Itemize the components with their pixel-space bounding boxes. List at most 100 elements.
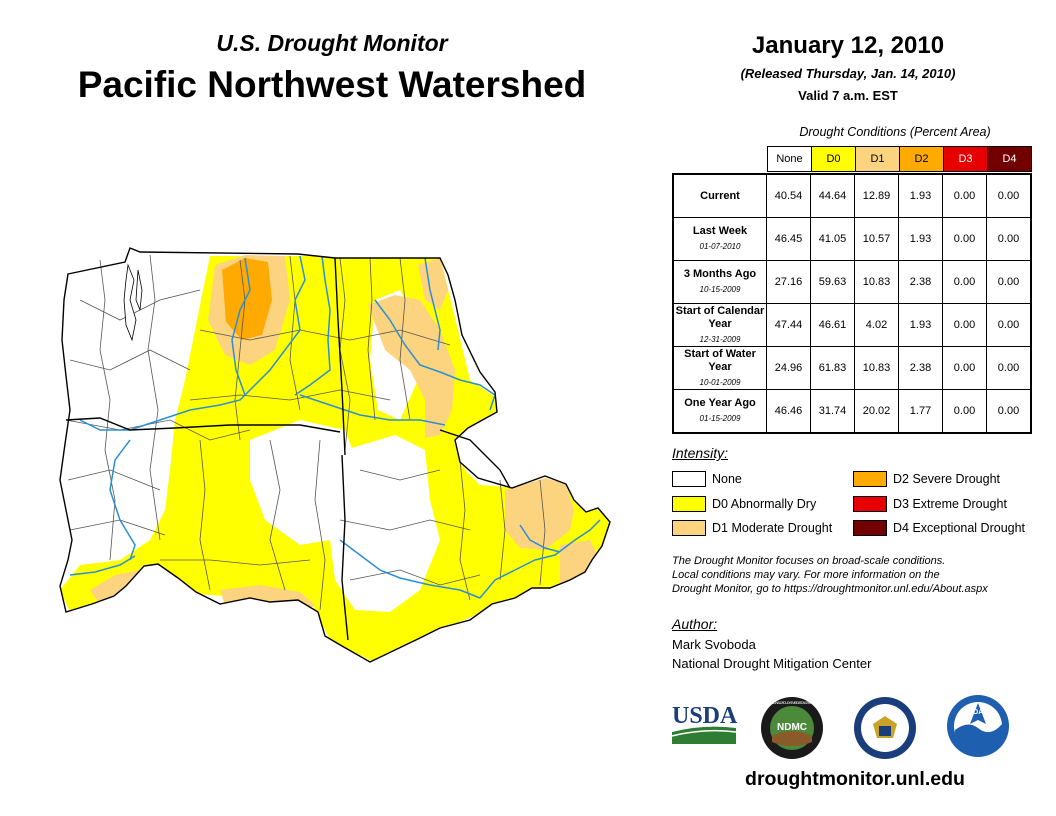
valid-time: Valid 7 a.m. EST (798, 88, 898, 103)
drought-map (59, 247, 611, 663)
map-date: January 12, 2010 (751, 32, 945, 59)
table-cell: 2.38 (898, 346, 943, 390)
drought-stats-table: Current 40.54 44.64 12.89 1.93 0.00 0.00 Last W… (672, 173, 1032, 434)
legend-label: D4 Exceptional Drought (893, 521, 1026, 535)
table-cell: 0.00 (986, 173, 1032, 218)
table-cell: 61.83 (810, 346, 855, 390)
col-header-d4: D4 (987, 146, 1032, 172)
table-cell: 0.00 (986, 260, 1032, 304)
table-cell: 10.83 (854, 346, 899, 390)
state-boundaries (65, 257, 511, 641)
col-header-d1: D1 (855, 146, 900, 172)
legend-label: D3 Extreme Drought (893, 497, 1007, 511)
table-cell: 41.05 (810, 217, 855, 261)
doc-seal-logo (854, 697, 916, 759)
legend-title: Intensity: (672, 445, 729, 461)
note-line: Local conditions may vary. For more info… (672, 569, 940, 581)
table-cell: 44.64 (810, 173, 855, 218)
table-cell: 1.93 (898, 173, 943, 218)
row-date: 10-15-2009 (699, 285, 741, 294)
row-label: Start of Water Year 10-01-2009 (672, 346, 767, 390)
row-label: Start of Calendar Year 12-31-2009 (672, 303, 767, 347)
legend-swatch (672, 471, 706, 487)
col-header-none: None (767, 146, 812, 172)
table-cell: 40.54 (766, 173, 811, 218)
legend-item-d1: D1 Moderate Drought (672, 520, 832, 536)
table-row: Last Week 01-07-2010 46.45 41.05 10.57 1.93 0.… (672, 217, 1032, 261)
table-cell: 1.77 (898, 389, 943, 434)
d2-area (222, 258, 272, 340)
row-date: 12-31-2009 (699, 334, 741, 344)
table-cell: 0.00 (986, 217, 1032, 261)
table-cell: 27.16 (766, 260, 811, 304)
ndmc-logo: NDMC NATIONAL DROUGHT MITIGATION CENTER (761, 697, 823, 759)
table-row: One Year Ago 01-15-2009 46.46 31.74 20.02 1.7… (672, 389, 1032, 434)
legend-item-none: None (672, 471, 742, 487)
row-label: One Year Ago 01-15-2009 (672, 389, 767, 434)
row-label-text: Start of Calendar Year (675, 304, 765, 330)
table-cell: 0.00 (986, 346, 1032, 390)
row-label-text: Current (700, 189, 740, 202)
author-org: National Drought Mitigation Center (672, 656, 872, 671)
legend-item-d2: D2 Severe Drought (853, 471, 1000, 487)
table-cell: 0.00 (942, 303, 987, 347)
table-cell: 4.02 (854, 303, 899, 347)
legend-label: D2 Severe Drought (893, 472, 1001, 486)
row-date: 01-15-2009 (699, 414, 741, 423)
row-label-text: 3 Months Ago (683, 268, 757, 280)
table-row: Current 40.54 44.64 12.89 1.93 0.00 0.00 (672, 173, 1032, 218)
ndmc-logo-text: NDMC (777, 722, 807, 733)
table-cell: 0.00 (942, 217, 987, 261)
d1-area-east (368, 295, 455, 438)
d1-area-southeast2 (560, 540, 600, 585)
col-header-d3: D3 (943, 146, 988, 172)
table-cell: 24.96 (766, 346, 811, 390)
table-cell: 20.02 (854, 389, 899, 434)
d1-area-northeast (418, 258, 448, 310)
author-name: Mark Svoboda (672, 637, 756, 652)
table-cell: 2.38 (898, 260, 943, 304)
table-cell: 1.93 (898, 303, 943, 347)
legend-swatch (853, 520, 887, 536)
usda-logo: USDA (671, 703, 738, 744)
website-url[interactable]: droughtmonitor.unl.edu (745, 768, 965, 790)
table-cell: 10.83 (854, 260, 899, 304)
table-cell: 0.00 (942, 346, 987, 390)
release-date: (Released Thursday, Jan. 14, 2010) (740, 66, 956, 81)
author-title: Author: (672, 616, 718, 632)
table-cell: 0.00 (942, 389, 987, 434)
legend-label: None (712, 472, 742, 486)
table-cell: 1.93 (898, 217, 943, 261)
watershed-boundary (59, 247, 611, 663)
row-label-text: One Year Ago (684, 397, 756, 409)
ndmc-ring-text: NATIONAL DROUGHT MITIGATION CENTER (769, 701, 816, 705)
map-subtitle: U.S. Drought Monitor (216, 30, 448, 56)
legend-item-d0: D0 Abnormally Dry (672, 496, 816, 512)
row-label: 3 Months Ago 10-15-2009 (672, 260, 767, 304)
puget-sound (123, 263, 143, 342)
row-date: 10-01-2009 (699, 377, 741, 387)
table-cell: 0.00 (986, 389, 1032, 434)
col-header-d2: D2 (899, 146, 944, 172)
usda-logo-text: USDA (672, 703, 738, 729)
table-header-row: None D0 D1 D2 D3 D4 (767, 146, 1032, 172)
none-area-west (60, 255, 205, 565)
table-cell: 0.00 (942, 173, 987, 218)
legend-swatch (672, 520, 706, 536)
table-row: Start of Water Year 10-01-2009 24.96 61.83 1… (672, 346, 1032, 390)
legend-swatch (853, 471, 887, 487)
rivers (69, 255, 601, 599)
d1-area-southeast (505, 478, 574, 550)
note-line: Drought Monitor, go to https://droughtmo… (672, 583, 988, 595)
row-label-text: Last Week (692, 225, 748, 237)
none-area-central (250, 420, 360, 545)
table-cell: 10.57 (854, 217, 899, 261)
table-cell: 31.74 (810, 389, 855, 434)
table-cell: 46.45 (766, 217, 811, 261)
table-cell: 46.61 (810, 303, 855, 347)
table-cell: 59.63 (810, 260, 855, 304)
legend-item-d4: D4 Exceptional Drought (853, 520, 1025, 536)
table-cell: 0.00 (986, 303, 1032, 347)
note-line: The Drought Monitor focuses on broad-sca… (672, 555, 946, 567)
table-row: Start of Calendar Year 12-31-2009 47.44 46.… (672, 303, 1032, 347)
